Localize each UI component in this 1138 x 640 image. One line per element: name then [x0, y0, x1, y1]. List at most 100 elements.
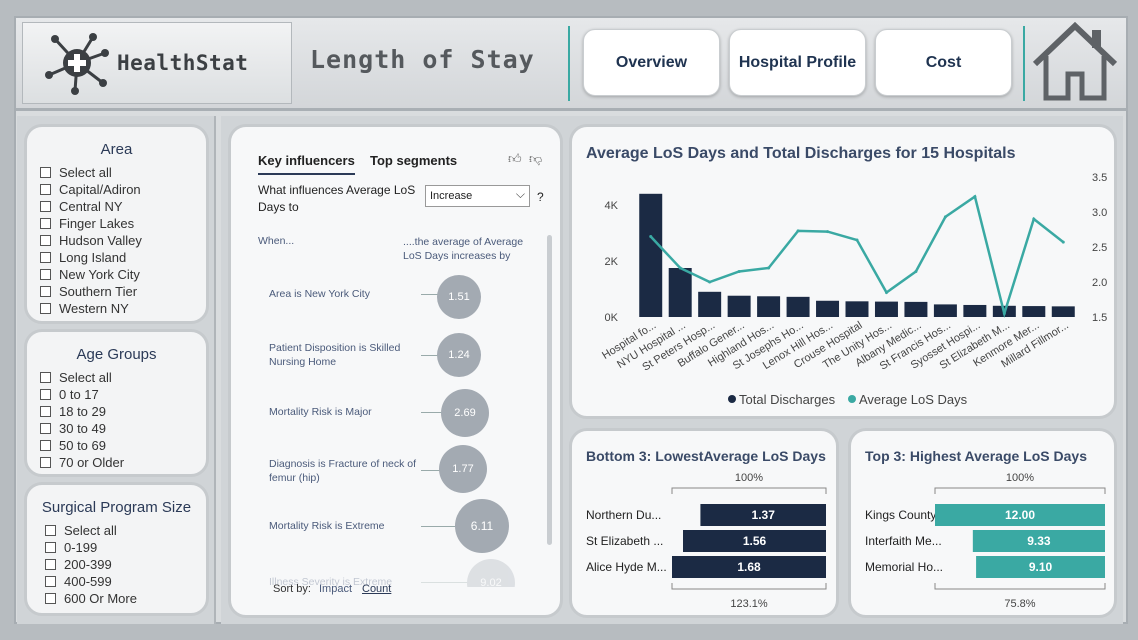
avg-los-point — [973, 195, 977, 199]
age-option[interactable]: 18 to 29 — [40, 404, 106, 419]
area-option[interactable]: Western NY — [40, 301, 129, 316]
bar-value-label: 9.10 — [1029, 560, 1053, 574]
checkbox[interactable] — [45, 542, 56, 553]
checkbox[interactable] — [40, 201, 51, 212]
bottom3-chart[interactable]: 100% Northern Du... 1.37 St Elizabeth ... 1.… — [572, 431, 836, 615]
influencer-row[interactable]: Patient Disposition is Skilled Nursing H… — [261, 333, 531, 381]
checkbox[interactable] — [40, 252, 51, 263]
age-option[interactable]: 70 or Older — [40, 455, 124, 470]
discharge-bar — [727, 295, 751, 317]
area-option[interactable]: Central NY — [40, 199, 123, 214]
option-label: 18 to 29 — [59, 404, 106, 419]
y-left-tick-label: 2K — [605, 256, 619, 268]
checkbox[interactable] — [40, 167, 51, 178]
area-option[interactable]: Select all — [40, 165, 112, 180]
checkbox[interactable] — [40, 303, 51, 314]
sort-impact-option[interactable]: Impact — [319, 583, 353, 595]
discharge-bar — [1022, 306, 1046, 317]
value-bar — [976, 556, 1105, 578]
avg-los-point — [649, 235, 653, 238]
tab-top-segments[interactable]: Top segments — [370, 153, 458, 168]
checkbox[interactable] — [40, 286, 51, 297]
top3-panel: Top 3: Highest Average LoS Days 100% King… — [848, 428, 1117, 618]
influencer-row[interactable]: Mortality Risk is Major 2.69 — [261, 389, 531, 445]
checkbox[interactable] — [40, 440, 51, 451]
avg-los-point — [855, 238, 859, 242]
thumbs-down-icon[interactable]: 👎︎ — [529, 151, 543, 166]
checkbox[interactable] — [40, 235, 51, 246]
value-bar — [700, 504, 826, 526]
checkbox[interactable] — [40, 406, 51, 417]
age-option[interactable]: Select all — [40, 370, 112, 385]
option-label: Select all — [59, 165, 112, 180]
age-option[interactable]: 30 to 49 — [40, 421, 106, 436]
sort-count-option[interactable]: Count — [362, 583, 392, 595]
area-option[interactable]: Hudson Valley — [40, 233, 142, 248]
bar-value-label: 12.00 — [1005, 508, 1035, 522]
home-icon[interactable] — [1030, 22, 1120, 102]
avg-los-point — [826, 230, 830, 234]
surgical-filter-panel: Surgical Program Size Select all 0-199 2… — [24, 482, 209, 616]
surgical-option[interactable]: 400-599 — [45, 574, 112, 589]
when-column-header: When... — [258, 235, 295, 247]
influencer-text: Area is New York City — [269, 288, 370, 300]
checkbox[interactable] — [40, 269, 51, 280]
area-option[interactable]: Finger Lakes — [40, 216, 134, 231]
area-option[interactable]: New York City — [40, 267, 140, 282]
avg-los-point — [737, 270, 741, 273]
discharge-bar — [639, 193, 663, 317]
checkbox[interactable] — [45, 525, 56, 536]
help-icon[interactable]: ? — [537, 190, 544, 204]
hospital-profile-button[interactable]: Hospital Profile — [729, 29, 866, 96]
bar-category-label: Alice Hyde M... — [586, 560, 667, 574]
option-label: Select all — [64, 523, 117, 538]
influencer-value-bubble: 1.51 — [437, 275, 481, 319]
cost-button[interactable]: Cost — [875, 29, 1012, 96]
checkbox[interactable] — [40, 218, 51, 229]
discharge-bar — [757, 296, 781, 317]
influencer-value-bubble: 6.11 — [455, 499, 509, 553]
checkbox[interactable] — [40, 457, 51, 468]
option-label: Long Island — [59, 250, 127, 265]
checkbox[interactable] — [45, 593, 56, 604]
checkbox[interactable] — [40, 389, 51, 400]
surgical-option[interactable]: Select all — [45, 523, 117, 538]
scrollbar[interactable] — [547, 235, 552, 545]
y-right-tick-label: 2.0 — [1092, 277, 1107, 289]
option-label: 0-199 — [64, 540, 98, 555]
header-divider-right — [1023, 26, 1025, 101]
legend-label-discharges: Total Discharges — [739, 392, 836, 407]
increase-dropdown[interactable]: Increase ⌵ — [425, 185, 530, 207]
option-label: Western NY — [59, 301, 129, 316]
area-filter-panel: Area Select all Capital/Adiron Central N… — [24, 124, 209, 324]
surgical-option[interactable]: 600 Or More — [45, 591, 137, 606]
tab-key-influencers[interactable]: Key influencers — [258, 153, 355, 175]
influencer-question: What influences Average LoS Days to — [258, 183, 416, 214]
area-option[interactable]: Long Island — [40, 250, 126, 265]
checkbox[interactable] — [40, 372, 51, 383]
checkbox[interactable] — [40, 184, 51, 195]
age-option[interactable]: 0 to 17 — [40, 387, 99, 402]
thumbs-up-icon[interactable]: 👍︎ — [508, 151, 522, 166]
area-option[interactable]: Southern Tier — [40, 284, 137, 299]
overview-button[interactable]: Overview — [583, 29, 720, 96]
top3-chart[interactable]: 100% Kings County... 12.00 Interfaith Me...… — [851, 431, 1114, 615]
influencer-row[interactable]: Area is New York City 1.51 — [261, 275, 531, 327]
checkbox[interactable] — [45, 559, 56, 570]
area-filter-title: Area — [100, 141, 133, 158]
influencer-row[interactable]: Diagnosis is Fracture of neck of femur (… — [261, 445, 531, 497]
option-label: Select all — [59, 370, 112, 385]
checkbox[interactable] — [45, 576, 56, 587]
bar-value-label: 1.37 — [752, 508, 776, 522]
influencer-value-bubble: 2.69 — [441, 389, 489, 437]
checkbox[interactable] — [40, 423, 51, 434]
option-label: 200-399 — [64, 557, 112, 572]
option-label: 50 to 69 — [59, 438, 106, 453]
area-option[interactable]: Capital/Adiron — [40, 182, 141, 197]
age-option[interactable]: 50 to 69 — [40, 438, 106, 453]
surgical-option[interactable]: 0-199 — [45, 540, 97, 555]
influencer-row[interactable]: Mortality Risk is Extreme 6.11 — [261, 499, 531, 559]
main-chart-title: Average LoS Days and Total Discharges fo… — [586, 145, 1016, 162]
surgical-option[interactable]: 200-399 — [45, 557, 112, 572]
